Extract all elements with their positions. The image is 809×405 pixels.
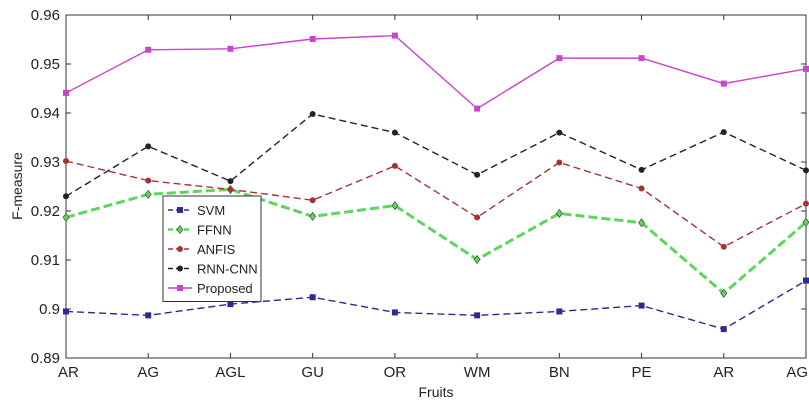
series-proposed — [63, 32, 809, 112]
data-point — [638, 55, 645, 62]
data-point — [720, 326, 727, 333]
data-point — [638, 166, 645, 173]
data-point — [63, 158, 69, 165]
legend-label: FFNN — [197, 223, 232, 238]
data-point — [62, 212, 70, 222]
data-point — [556, 55, 563, 62]
y-tick-label: 0.92 — [31, 203, 60, 220]
data-point — [227, 301, 234, 308]
data-point — [145, 312, 152, 319]
x-tick-label: GU — [301, 364, 324, 381]
data-point — [555, 208, 563, 218]
x-axis-label: Fruits — [419, 384, 454, 400]
series-anfis — [63, 158, 809, 250]
legend-label: SVM — [197, 203, 225, 218]
data-point — [391, 32, 398, 39]
x-tick-label: AG — [137, 364, 159, 381]
y-tick-label: 0.95 — [31, 56, 60, 73]
data-point — [474, 312, 481, 319]
data-point — [556, 308, 563, 315]
x-axis: AR AG AGL GU OR WM BN PE AR AG — [58, 15, 808, 381]
legend-label: Proposed — [197, 281, 253, 296]
data-point — [720, 80, 727, 87]
data-point — [391, 201, 399, 211]
data-point — [177, 265, 183, 272]
data-point — [803, 277, 809, 284]
data-point — [176, 225, 184, 234]
x-tick-label: AR — [713, 364, 734, 381]
data-point — [803, 200, 809, 207]
series-line — [65, 279, 807, 330]
data-point — [177, 246, 183, 252]
data-point — [227, 186, 234, 193]
data-point — [309, 110, 316, 117]
data-point — [177, 285, 183, 291]
series-line — [65, 113, 807, 197]
data-point — [638, 185, 645, 192]
data-point — [145, 143, 152, 150]
data-point — [309, 211, 317, 221]
data-point — [63, 89, 69, 96]
x-tick-label: AG — [786, 364, 808, 381]
y-tick-label: 0.91 — [31, 252, 60, 269]
data-point — [144, 189, 152, 199]
data-point — [474, 171, 481, 178]
series-layer — [62, 32, 809, 333]
y-axis-label: F-measure — [9, 152, 25, 220]
x-tick-label: AGL — [215, 364, 245, 381]
data-point — [63, 308, 69, 315]
x-tick-label: OR — [384, 364, 407, 381]
data-point — [227, 178, 234, 185]
data-point — [391, 129, 398, 136]
y-tick-label: 0.96 — [31, 7, 60, 24]
data-point — [391, 162, 398, 169]
data-point — [145, 177, 152, 184]
y-tick-label: 0.89 — [31, 350, 60, 367]
x-tick-label: BN — [549, 364, 570, 381]
data-point — [177, 207, 183, 213]
data-point — [638, 218, 645, 228]
x-tick-label: WM — [464, 364, 491, 381]
data-point — [474, 214, 481, 221]
data-point — [720, 243, 727, 250]
data-point — [803, 167, 809, 174]
data-point — [802, 217, 809, 227]
data-point — [145, 46, 152, 53]
data-point — [474, 105, 481, 112]
data-point — [473, 255, 481, 265]
legend: SVM FFNN ANFIS RNN-CNN Proposed — [162, 195, 262, 302]
data-point — [391, 309, 398, 316]
plot-area — [65, 14, 807, 359]
y-tick-label: 0.93 — [31, 154, 60, 171]
series-svm — [63, 277, 809, 333]
data-point — [309, 36, 316, 43]
x-tick-label: AR — [58, 364, 79, 381]
data-point — [556, 159, 563, 166]
legend-label: RNN-CNN — [197, 262, 258, 277]
data-point — [803, 65, 809, 72]
y-tick-label: 0.94 — [31, 105, 60, 122]
series-rnn-cnn — [63, 110, 809, 200]
series-line — [65, 187, 807, 296]
data-point — [227, 45, 234, 52]
data-point — [638, 302, 645, 309]
x-tick-label: PE — [632, 364, 652, 381]
data-point — [720, 288, 728, 298]
data-point — [720, 129, 727, 136]
series-line — [65, 34, 807, 110]
series-line — [65, 160, 807, 248]
data-point — [556, 129, 563, 136]
data-point — [309, 294, 316, 301]
legend-label: ANFIS — [197, 242, 236, 257]
y-tick-label: 0.9 — [39, 301, 60, 318]
y-axis: 0.89 0.9 0.91 0.92 0.93 0.94 0.95 0.96 — [31, 7, 806, 367]
data-point — [309, 197, 316, 204]
data-point — [63, 193, 69, 200]
